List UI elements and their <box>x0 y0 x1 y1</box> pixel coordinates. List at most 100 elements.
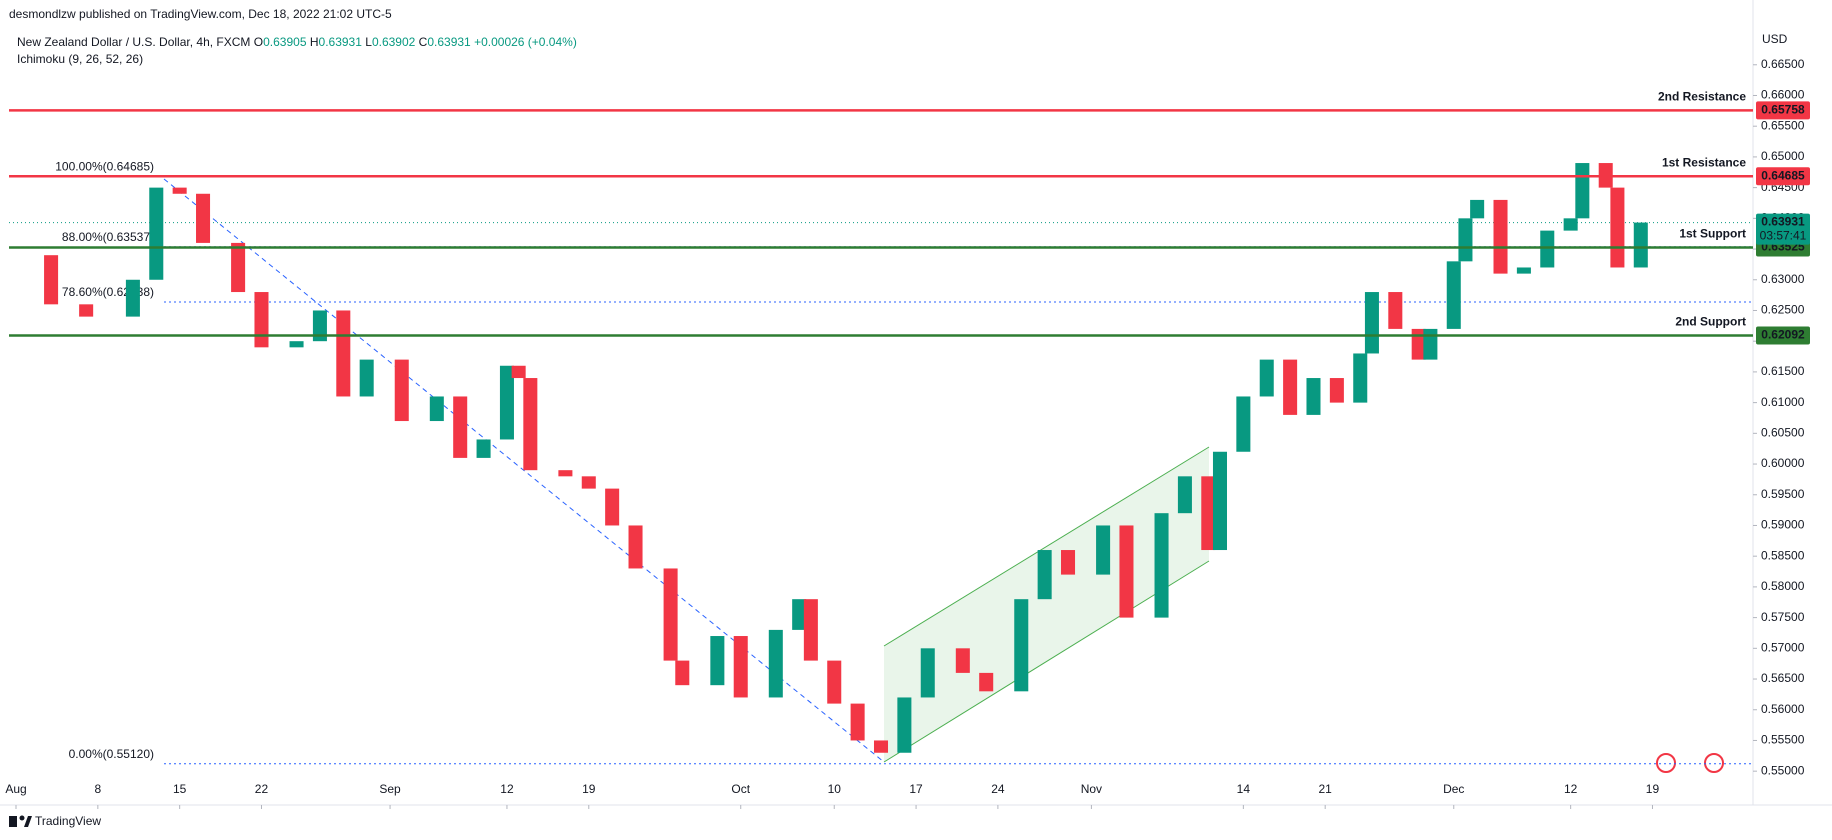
candle <box>1353 353 1368 403</box>
candle <box>44 255 59 305</box>
x-tick-label: 22 <box>255 782 269 796</box>
level-name: 1st Resistance <box>1662 155 1746 169</box>
x-tick-label: Sep <box>379 782 401 796</box>
y-tick-label: 0.55000 <box>1761 763 1805 777</box>
candle <box>897 697 912 753</box>
candle <box>663 568 678 661</box>
y-tick-label: 0.59000 <box>1761 518 1805 532</box>
y-tick-label: 0.57000 <box>1761 640 1805 654</box>
x-tick-label: 14 <box>1237 782 1251 796</box>
level-price-box <box>1756 326 1810 345</box>
candle <box>453 396 468 458</box>
ohlc-value: 0.63902 <box>371 35 416 49</box>
candle <box>581 476 596 489</box>
candle <box>1516 267 1531 274</box>
fib-trend-line <box>163 178 885 763</box>
y-tick-label: 0.65500 <box>1761 118 1805 132</box>
candle <box>1096 525 1111 575</box>
level-price: 0.65758 <box>1761 103 1805 117</box>
level-price-box <box>1756 101 1810 120</box>
candle <box>1493 199 1508 274</box>
x-tick-label: 24 <box>991 782 1005 796</box>
candle <box>523 378 538 471</box>
candle <box>79 304 94 317</box>
candle <box>231 242 246 293</box>
candle <box>1037 550 1052 600</box>
x-tick-label: 10 <box>828 782 842 796</box>
ohlc-value: 0.63905 <box>263 35 307 49</box>
price-value: 0.63931 <box>1761 215 1805 229</box>
candle <box>1575 163 1590 219</box>
candle <box>289 341 304 348</box>
candle <box>1119 525 1134 618</box>
fib-label: 0.00%(0.55120) <box>69 747 154 761</box>
publisher: desmondlzw published on TradingView.com,… <box>9 7 392 21</box>
x-tick-label: 19 <box>582 782 596 796</box>
y-tick-label: 0.65000 <box>1761 149 1805 163</box>
candle <box>1364 292 1379 354</box>
symbol: New Zealand Dollar / U.S. Dollar, 4h, FX… <box>17 35 251 49</box>
indicator: Ichimoku (9, 26, 52, 26) <box>17 52 144 66</box>
candle <box>1470 199 1485 219</box>
candle <box>850 703 865 741</box>
fib-label: 88.00%(0.63537) <box>62 230 154 244</box>
candle <box>979 672 994 692</box>
fib-label: 100.00%(0.64685) <box>55 159 154 173</box>
y-tick-label: 0.58500 <box>1761 548 1805 562</box>
candle <box>1423 328 1438 360</box>
y-tick-label: 0.59500 <box>1761 487 1805 501</box>
candle <box>1212 451 1227 551</box>
level-name: 1st Support <box>1679 227 1746 241</box>
ohlc-value: 0.63931 <box>427 35 471 49</box>
channel-upper <box>883 446 1210 647</box>
x-tick-label: 8 <box>94 782 101 796</box>
event-icon[interactable] <box>1656 753 1676 773</box>
candle <box>558 470 573 477</box>
symbol-line: New Zealand Dollar / U.S. Dollar, 4h, FX… <box>17 34 577 51</box>
candle <box>628 525 643 569</box>
level-price: 0.64685 <box>1761 168 1805 182</box>
ohlc-key: O <box>253 35 264 49</box>
price-box <box>1756 213 1810 245</box>
candle <box>336 310 351 397</box>
candle <box>1061 550 1076 575</box>
y-tick-label: 0.61500 <box>1761 364 1805 378</box>
x-tick-label: Nov <box>1081 782 1102 796</box>
candle <box>125 279 140 317</box>
candle <box>733 636 748 698</box>
candle <box>394 359 409 422</box>
candle <box>254 292 269 348</box>
candle <box>1177 476 1192 514</box>
candle <box>149 187 164 280</box>
y-tick-label: 0.60500 <box>1761 425 1805 439</box>
candle <box>955 648 970 673</box>
candle <box>1283 359 1298 415</box>
y-tick-label: 0.60000 <box>1761 456 1805 470</box>
x-tick-label: Aug <box>5 782 26 796</box>
level-price: 0.62092 <box>1761 328 1805 342</box>
y-axis-label: USD <box>1762 32 1788 46</box>
candle <box>1633 222 1648 268</box>
x-tick-label: 12 <box>500 782 514 796</box>
change: +0.00026 (+0.04%) <box>474 35 577 49</box>
candle <box>359 359 374 397</box>
candle <box>920 648 935 698</box>
event-icon[interactable] <box>1704 753 1724 773</box>
x-tick-label: 19 <box>1646 782 1660 796</box>
event-icons <box>1656 753 1724 773</box>
ohlc: O0.63905 H0.63931 L0.63902 C0.63931 <box>254 35 474 49</box>
x-tick-label: 17 <box>909 782 923 796</box>
candle <box>1540 230 1555 268</box>
ohlc-key: L <box>365 35 372 49</box>
candle <box>873 740 889 753</box>
y-tick-label: 0.63000 <box>1761 272 1805 286</box>
x-tick-label: 12 <box>1564 782 1578 796</box>
candle <box>1154 513 1169 618</box>
y-tick-label: 0.66500 <box>1761 57 1805 71</box>
level-price-box <box>1756 167 1810 186</box>
candle <box>605 488 620 526</box>
candle <box>1329 378 1344 403</box>
candle <box>1610 187 1625 268</box>
fib-label: 78.60%(0.62638) <box>62 285 154 299</box>
